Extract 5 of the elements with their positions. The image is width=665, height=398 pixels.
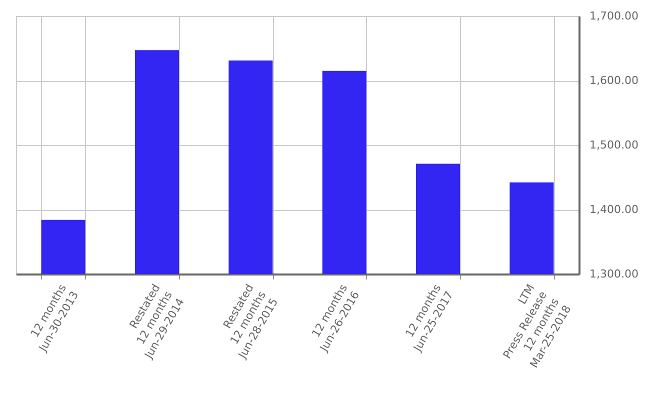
- y-tick-label: 1,400.00: [590, 203, 638, 216]
- y-tick-label: 1,700.00: [590, 10, 638, 22]
- y-tick-label: 1,500.00: [590, 138, 638, 152]
- y-tick-label: 1,600.00: [590, 74, 638, 87]
- y-tick-label: 1,300.00: [590, 268, 638, 280]
